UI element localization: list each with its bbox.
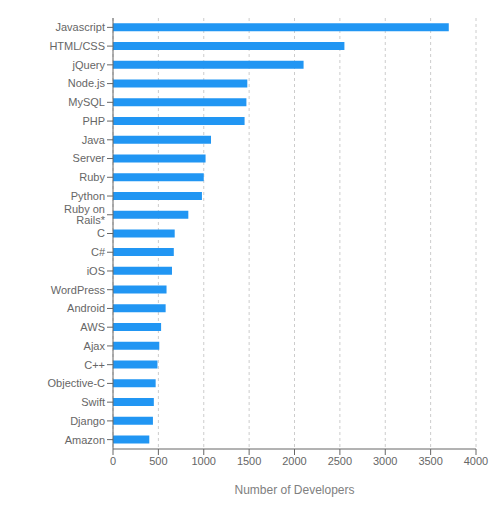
svg-text:Amazon: Amazon <box>65 434 105 446</box>
svg-text:3500: 3500 <box>418 455 442 467</box>
svg-text:jQuery: jQuery <box>72 59 106 71</box>
svg-text:Javascript: Javascript <box>55 21 105 33</box>
svg-text:iOS: iOS <box>87 265 105 277</box>
svg-text:1500: 1500 <box>237 455 261 467</box>
svg-text:Android: Android <box>67 302 105 314</box>
svg-text:HTML/CSS: HTML/CSS <box>49 40 105 52</box>
svg-text:500: 500 <box>149 455 167 467</box>
svg-text:WordPress: WordPress <box>51 284 106 296</box>
svg-text:2500: 2500 <box>328 455 352 467</box>
svg-text:AWS: AWS <box>80 321 105 333</box>
svg-text:Node.js: Node.js <box>68 77 106 89</box>
svg-text:3000: 3000 <box>373 455 397 467</box>
svg-text:Server: Server <box>73 152 106 164</box>
svg-text:Django: Django <box>70 415 105 427</box>
svg-text:Swift: Swift <box>81 396 105 408</box>
svg-text:C: C <box>97 227 105 239</box>
svg-text:C++: C++ <box>84 359 105 371</box>
svg-text:Java: Java <box>82 134 106 146</box>
svg-text:Ajax: Ajax <box>84 340 106 352</box>
svg-text:0: 0 <box>110 455 116 467</box>
svg-text:Python: Python <box>71 190 105 202</box>
svg-text:2000: 2000 <box>282 455 306 467</box>
svg-text:Ruby: Ruby <box>79 171 105 183</box>
svg-text:MySQL: MySQL <box>68 96 105 108</box>
svg-text:1000: 1000 <box>192 455 216 467</box>
svg-text:C#: C# <box>91 246 106 258</box>
svg-text:Ruby onRails*: Ruby onRails* <box>64 203 106 226</box>
svg-text:4000: 4000 <box>464 455 488 467</box>
svg-text:Objective-C: Objective-C <box>48 377 106 389</box>
svg-text:PHP: PHP <box>82 115 105 127</box>
svg-text:Number of Developers: Number of Developers <box>234 483 354 497</box>
